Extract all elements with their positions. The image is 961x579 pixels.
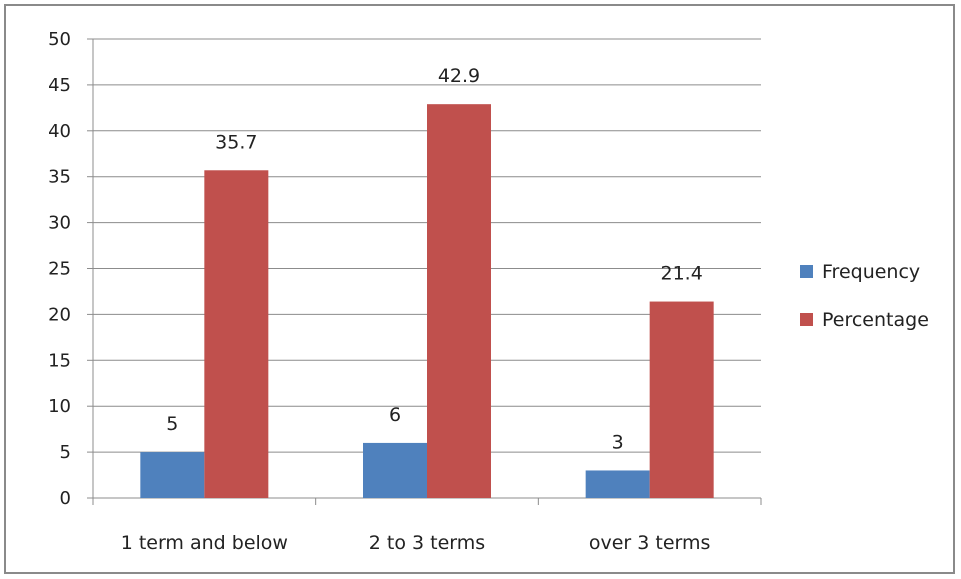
y-tick-label: 40 xyxy=(48,121,71,142)
legend-label-percentage: Percentage xyxy=(822,309,929,331)
bar-frequency-1 xyxy=(140,452,205,498)
bar-percentage-2 xyxy=(427,104,491,498)
y-tick-label: 25 xyxy=(48,259,71,280)
y-tick-label: 15 xyxy=(48,350,71,371)
bar-frequency-2 xyxy=(363,442,427,498)
bar-percentage-3 xyxy=(649,301,714,498)
data-label: 42.9 xyxy=(438,65,480,87)
bar-frequency-3 xyxy=(585,470,650,498)
x-category-label: 1 term and below xyxy=(121,532,288,554)
data-label: 21.4 xyxy=(661,263,703,285)
data-label: 3 xyxy=(612,431,624,453)
x-category-label: 2 to 3 terms xyxy=(369,532,485,554)
data-label: 35.7 xyxy=(215,131,257,153)
data-label: 6 xyxy=(389,404,401,426)
legend-swatch-frequency xyxy=(800,265,813,278)
y-tick-label: 50 xyxy=(48,29,71,50)
y-tick-label: 20 xyxy=(48,304,71,325)
legend-swatch-percentage xyxy=(800,313,813,326)
y-tick-label: 30 xyxy=(48,213,71,234)
bar-percentage-1 xyxy=(204,170,269,499)
data-label: 5 xyxy=(166,413,178,435)
legend-label-frequency: Frequency xyxy=(822,261,920,283)
y-tick-label: 5 xyxy=(60,442,71,463)
y-tick-label: 10 xyxy=(48,396,71,417)
y-tick-label: 45 xyxy=(48,75,71,96)
x-category-label: over 3 terms xyxy=(589,532,711,554)
y-tick-label: 0 xyxy=(60,488,71,509)
y-tick-label: 35 xyxy=(48,167,71,188)
